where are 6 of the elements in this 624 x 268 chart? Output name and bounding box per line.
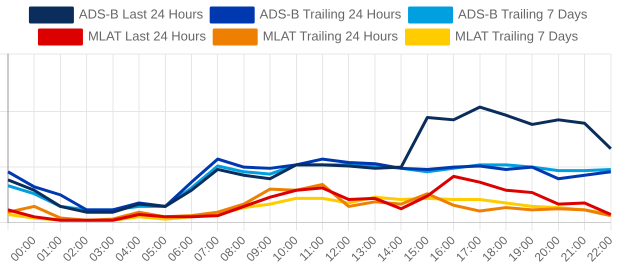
legend-label: ADS-B Trailing 7 Days [458, 6, 588, 22]
legend-label: MLAT Last 24 Hours [88, 28, 206, 44]
legend-label: ADS-B Trailing 24 Hours [260, 6, 402, 22]
legend-label: ADS-B Last 24 Hours [78, 6, 204, 22]
legend-label: MLAT Trailing 7 Days [455, 28, 579, 44]
legend-label: MLAT Trailing 24 Hours [262, 28, 399, 44]
